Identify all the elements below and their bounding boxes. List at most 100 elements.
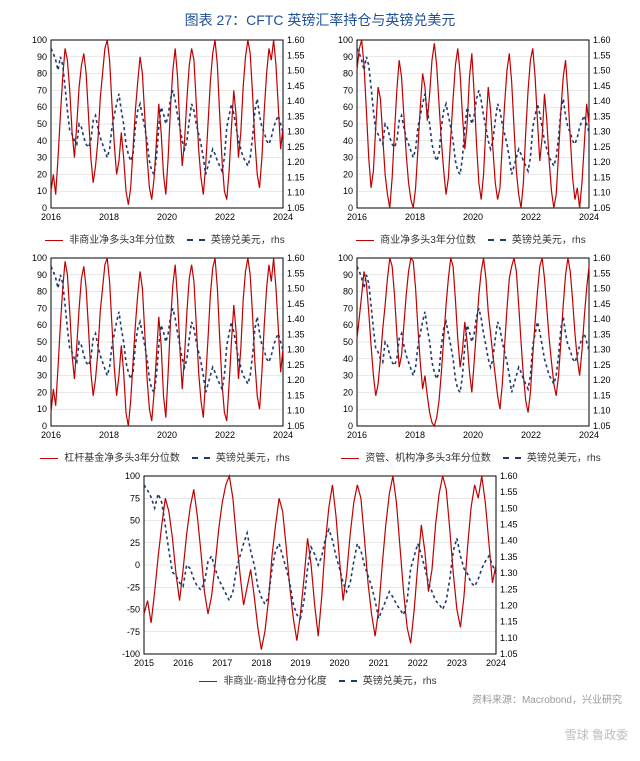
svg-text:2016: 2016: [173, 658, 193, 668]
svg-text:50: 50: [37, 119, 47, 129]
legend-1: 非商业-商业持仓分化度: [223, 676, 326, 687]
legend: 杠杆基金净多头3年分位数 英镑兑美元，rhs: [17, 449, 317, 464]
svg-text:2018: 2018: [405, 212, 425, 222]
svg-text:1.35: 1.35: [593, 329, 611, 339]
svg-text:1.40: 1.40: [287, 96, 305, 106]
svg-text:1.10: 1.10: [287, 406, 305, 416]
chart-svg: 01020304050607080901001.051.101.151.201.…: [323, 34, 623, 224]
svg-text:1.50: 1.50: [287, 66, 305, 76]
svg-text:1.35: 1.35: [593, 111, 611, 121]
legend-2: 英镑兑美元，rhs: [211, 235, 285, 246]
svg-text:1.20: 1.20: [287, 375, 305, 385]
svg-text:1.15: 1.15: [593, 172, 611, 182]
svg-text:10: 10: [37, 186, 47, 196]
svg-text:1.15: 1.15: [287, 172, 305, 182]
svg-text:100: 100: [125, 471, 140, 481]
svg-text:2020: 2020: [463, 212, 483, 222]
svg-text:2018: 2018: [99, 212, 119, 222]
svg-text:2016: 2016: [347, 430, 367, 440]
svg-text:1.45: 1.45: [593, 299, 611, 309]
svg-text:1.60: 1.60: [593, 35, 611, 45]
svg-text:1.30: 1.30: [593, 127, 611, 137]
svg-text:1.35: 1.35: [500, 552, 518, 562]
svg-text:1.35: 1.35: [287, 111, 305, 121]
chart-svg: 01020304050607080901001.051.101.151.201.…: [17, 252, 317, 442]
svg-text:1.10: 1.10: [593, 406, 611, 416]
svg-text:1.20: 1.20: [500, 600, 518, 610]
legend-2: 英镑兑美元，rhs: [363, 676, 437, 687]
legend-1: 非商业净多头3年分位数: [69, 235, 175, 246]
svg-text:80: 80: [37, 69, 47, 79]
svg-text:1.25: 1.25: [287, 142, 305, 152]
svg-text:80: 80: [37, 287, 47, 297]
series-1: [144, 476, 496, 650]
svg-text:30: 30: [343, 153, 353, 163]
svg-text:2018: 2018: [405, 430, 425, 440]
svg-text:1.40: 1.40: [500, 536, 518, 546]
svg-text:2024: 2024: [273, 212, 293, 222]
svg-text:80: 80: [343, 69, 353, 79]
chart-svg: -100-75-50-2502550751001.051.101.151.201…: [110, 470, 530, 670]
svg-text:2024: 2024: [579, 212, 599, 222]
svg-text:2024: 2024: [486, 658, 506, 668]
svg-text:2016: 2016: [41, 430, 61, 440]
svg-text:1.30: 1.30: [287, 127, 305, 137]
svg-text:2022: 2022: [215, 212, 235, 222]
legend: 商业净多头3年分位数 英镑兑美元，rhs: [323, 231, 623, 246]
legend-1: 资管、机构净多头3年分位数: [365, 453, 491, 464]
svg-text:100: 100: [32, 35, 47, 45]
svg-text:1.15: 1.15: [287, 390, 305, 400]
legend-2: 英镑兑美元，rhs: [216, 453, 290, 464]
legend: 非商业净多头3年分位数 英镑兑美元，rhs: [17, 231, 317, 246]
chart-panel-3: 01020304050607080901001.051.101.151.201.…: [323, 252, 623, 464]
svg-text:1.55: 1.55: [287, 50, 305, 60]
svg-text:30: 30: [37, 153, 47, 163]
svg-text:50: 50: [130, 516, 140, 526]
svg-text:90: 90: [343, 52, 353, 62]
svg-text:1.60: 1.60: [500, 471, 518, 481]
chart-title: 图表 27：CFTC 英镑汇率持仓与英镑兑美元: [0, 0, 640, 34]
legend-1: 杠杆基金净多头3年分位数: [64, 453, 180, 464]
svg-text:1.45: 1.45: [287, 81, 305, 91]
legend-2: 英镑兑美元，rhs: [512, 235, 586, 246]
svg-text:1.60: 1.60: [593, 253, 611, 263]
svg-text:2019: 2019: [290, 658, 310, 668]
svg-text:40: 40: [343, 354, 353, 364]
svg-text:1.55: 1.55: [500, 487, 518, 497]
svg-text:-50: -50: [127, 605, 140, 615]
svg-text:2016: 2016: [347, 212, 367, 222]
svg-text:1.20: 1.20: [287, 157, 305, 167]
svg-text:70: 70: [343, 303, 353, 313]
legend-1: 商业净多头3年分位数: [380, 235, 476, 246]
svg-text:2018: 2018: [99, 430, 119, 440]
watermark: 雪球 鲁政委: [565, 726, 628, 743]
chart-panel-4: -100-75-50-2502550751001.051.101.151.201…: [8, 470, 632, 687]
svg-text:25: 25: [130, 538, 140, 548]
svg-text:1.30: 1.30: [287, 345, 305, 355]
svg-text:1.20: 1.20: [593, 375, 611, 385]
svg-text:1.25: 1.25: [593, 142, 611, 152]
svg-text:2018: 2018: [251, 658, 271, 668]
svg-text:1.25: 1.25: [500, 584, 518, 594]
svg-text:70: 70: [37, 85, 47, 95]
svg-text:60: 60: [37, 320, 47, 330]
svg-text:75: 75: [130, 493, 140, 503]
svg-text:2020: 2020: [330, 658, 350, 668]
svg-text:1.55: 1.55: [593, 268, 611, 278]
svg-text:10: 10: [37, 404, 47, 414]
svg-text:20: 20: [343, 169, 353, 179]
chart-svg: 01020304050607080901001.051.101.151.201.…: [323, 252, 623, 442]
svg-text:2021: 2021: [369, 658, 389, 668]
svg-text:10: 10: [343, 404, 353, 414]
svg-text:2022: 2022: [215, 430, 235, 440]
chart-panel-1: 01020304050607080901001.051.101.151.201.…: [323, 34, 623, 246]
svg-text:1.60: 1.60: [287, 253, 305, 263]
svg-text:70: 70: [37, 303, 47, 313]
svg-text:1.40: 1.40: [593, 314, 611, 324]
svg-text:1.10: 1.10: [593, 188, 611, 198]
legend: 非商业-商业持仓分化度 英镑兑美元，rhs: [195, 672, 444, 687]
svg-text:100: 100: [338, 35, 353, 45]
svg-text:0: 0: [135, 560, 140, 570]
svg-text:2022: 2022: [521, 212, 541, 222]
svg-text:100: 100: [338, 253, 353, 263]
